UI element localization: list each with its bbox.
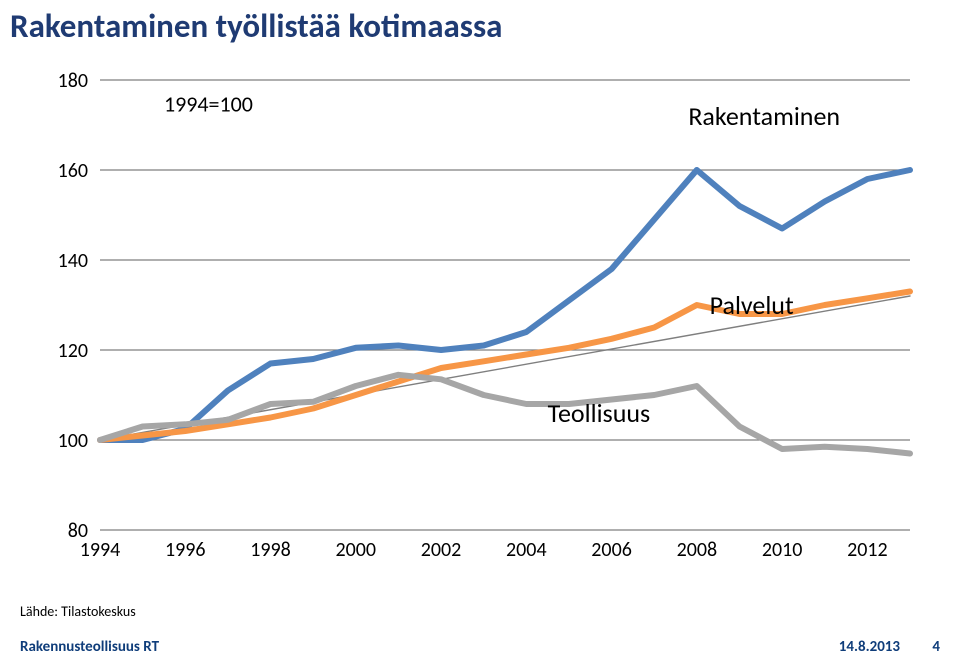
svg-text:140: 140 xyxy=(58,249,88,273)
svg-text:2002: 2002 xyxy=(421,538,462,562)
series-label-rakentaminen: Rakentaminen xyxy=(688,100,840,132)
svg-text:120: 120 xyxy=(58,339,88,363)
svg-text:2012: 2012 xyxy=(847,538,888,562)
footer-date: 14.8.2013 xyxy=(839,638,900,656)
svg-text:2004: 2004 xyxy=(506,538,547,562)
svg-text:2006: 2006 xyxy=(591,538,632,562)
page-title: Rakentaminen työllistää kotimaassa xyxy=(10,6,502,46)
series-label-palvelut: Palvelut xyxy=(710,289,794,321)
footer-source: Lähde: Tilastokeskus xyxy=(20,603,136,620)
svg-text:160: 160 xyxy=(58,159,88,183)
footer-page-number: 4 xyxy=(932,638,940,656)
svg-text:2008: 2008 xyxy=(677,538,718,562)
svg-text:100: 100 xyxy=(58,429,88,453)
footer-org: Rakennusteollisuus RT xyxy=(20,638,159,656)
line-chart: 8010012014016018019941996199820002002200… xyxy=(40,70,920,590)
slide: Rakentaminen työllistää kotimaassa 80100… xyxy=(0,0,960,670)
svg-text:1998: 1998 xyxy=(250,538,291,562)
series-label-teollisuus: Teollisuus xyxy=(548,397,651,429)
svg-text:2000: 2000 xyxy=(336,538,377,562)
svg-text:1994: 1994 xyxy=(80,538,121,562)
svg-text:2010: 2010 xyxy=(762,538,803,562)
svg-text:1994=100: 1994=100 xyxy=(164,91,253,118)
svg-text:1996: 1996 xyxy=(165,538,206,562)
chart-container: 8010012014016018019941996199820002002200… xyxy=(40,70,920,590)
svg-text:180: 180 xyxy=(58,70,88,93)
